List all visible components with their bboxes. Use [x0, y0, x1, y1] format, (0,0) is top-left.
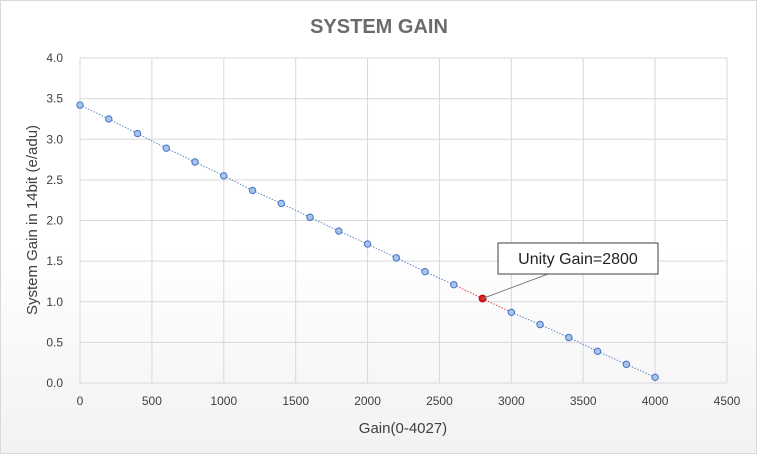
trend-segment: [223, 175, 253, 191]
callout-label: Unity Gain=2800: [518, 251, 638, 268]
data-points: [76, 101, 659, 382]
data-point: [105, 115, 113, 123]
data-point: [363, 240, 372, 248]
trend-segment: [424, 271, 455, 286]
trend-segment: [482, 298, 512, 313]
x-tick-label: 3000: [498, 394, 525, 408]
x-tick-label: 500: [142, 394, 162, 408]
y-tick-label: 3.0: [46, 132, 63, 146]
data-point: [593, 347, 602, 356]
trend-segment: [281, 202, 311, 218]
data-point: [421, 267, 429, 276]
data-point: [392, 254, 401, 262]
trend-lines: [79, 104, 656, 378]
x-tick-label: 2500: [426, 394, 453, 408]
trend-segment: [252, 189, 282, 204]
trend-segment: [453, 284, 483, 299]
trend-segment: [367, 243, 397, 259]
y-tick-label: 0.0: [46, 376, 63, 390]
callout-leader-line: [482, 273, 549, 299]
y-tick-label: 4.0: [46, 51, 63, 65]
y-tick-label: 2.0: [46, 214, 63, 228]
trend-segment: [166, 147, 196, 163]
callout-box: [497, 242, 659, 275]
trend-segment: [309, 216, 340, 232]
data-point: [622, 360, 631, 369]
data-point: [565, 333, 573, 342]
unity-gain-callout: Unity Gain=2800: [482, 242, 659, 299]
data-point: [248, 186, 257, 195]
data-point: [306, 213, 314, 221]
data-point: [335, 227, 343, 235]
y-tick-label: 0.5: [46, 335, 63, 349]
data-point: [133, 129, 142, 138]
trend-segment: [568, 337, 598, 352]
trend-segment: [108, 118, 138, 135]
data-point: [277, 199, 285, 208]
x-tick-label: 1500: [282, 394, 309, 408]
x-tick-label: 2000: [354, 394, 381, 408]
trend-segment: [137, 133, 167, 149]
data-point: [536, 320, 544, 329]
x-tick-label: 1000: [210, 394, 237, 408]
data-point: [162, 144, 170, 152]
chart-title: SYSTEM GAIN: [310, 16, 448, 38]
data-point: [220, 172, 228, 180]
data-point: [191, 158, 199, 166]
data-point: [507, 308, 516, 317]
x-tick-label: 4500: [714, 394, 741, 408]
trend-segment: [79, 104, 109, 120]
trend-segment: [194, 161, 224, 177]
trend-segment: [539, 324, 570, 338]
x-axis-title: Gain(0-4027): [359, 420, 447, 437]
data-point: [651, 373, 659, 382]
data-point: [450, 280, 458, 289]
y-tick-label: 3.5: [46, 92, 63, 106]
y-tick-label: 1.5: [46, 254, 63, 268]
x-tick-label: 4000: [642, 394, 669, 408]
y-tick-label: 1.0: [46, 295, 63, 309]
tick-labels: 0 500 1000 1500 2000 2500 3000 3500 4000 4500 0.0 0…: [46, 51, 740, 408]
x-tick-label: 3500: [570, 394, 597, 408]
y-tick-label: 2.5: [46, 173, 63, 187]
trend-segment: [597, 350, 627, 365]
x-tick-label: 0: [77, 394, 84, 408]
trend-segment: [511, 311, 541, 325]
trend-segment: [626, 363, 656, 378]
y-axis-title: System Gain in 14bit (e/adu): [24, 125, 41, 315]
trend-segment: [338, 230, 368, 245]
gridlines: [79, 57, 728, 384]
trend-segment: [396, 257, 426, 273]
data-point: [76, 101, 84, 109]
